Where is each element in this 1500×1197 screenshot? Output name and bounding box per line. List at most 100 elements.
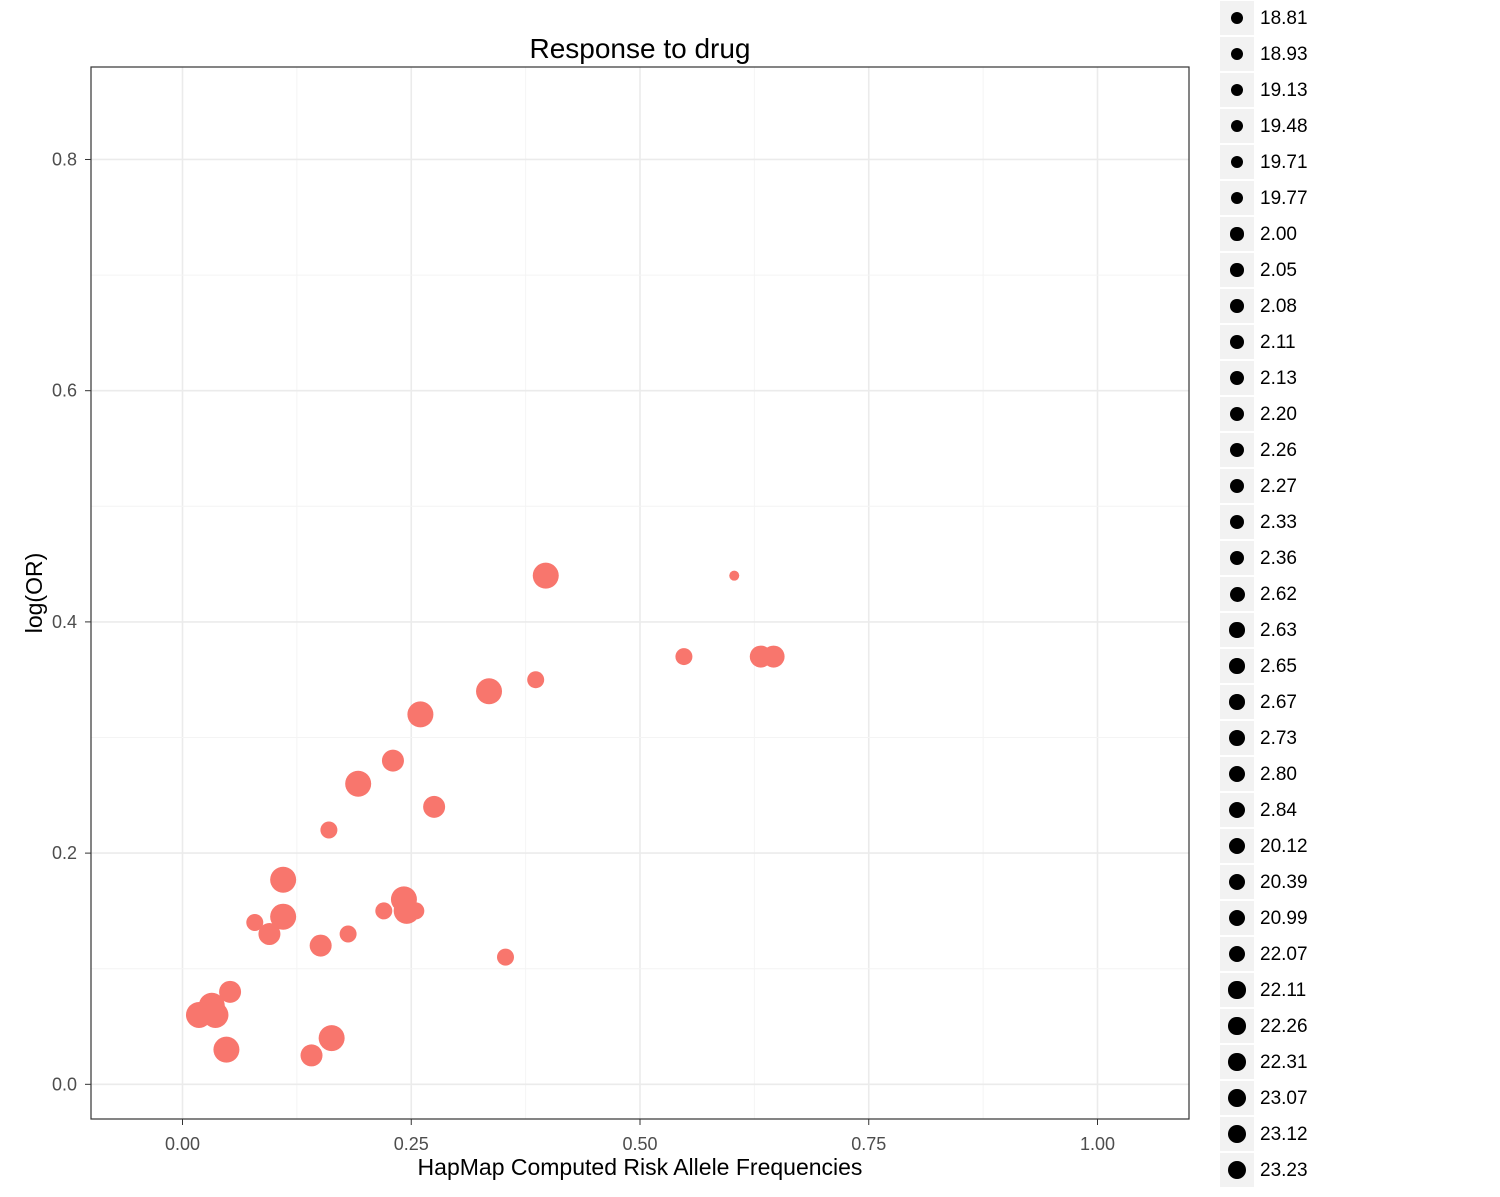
legend-item: 2.65 (1220, 648, 1360, 684)
legend-item: 19.13 (1220, 72, 1360, 108)
legend-key (1220, 721, 1254, 755)
x-tick-label: 0.00 (165, 1134, 200, 1154)
legend-dot-icon (1228, 981, 1246, 999)
legend-key (1220, 793, 1254, 827)
legend-dot-icon (1230, 227, 1244, 241)
legend-key (1220, 181, 1254, 215)
legend-dot-icon (1230, 155, 1244, 169)
legend-label: 23.07 (1260, 1088, 1308, 1109)
legend-label: 2.20 (1260, 404, 1297, 425)
legend-label: 2.65 (1260, 656, 1297, 677)
legend-label: 19.77 (1260, 188, 1308, 209)
data-point (762, 645, 785, 668)
legend-key (1220, 109, 1254, 143)
data-point (270, 903, 297, 930)
legend-item: 2.20 (1220, 396, 1360, 432)
data-point (675, 648, 693, 666)
legend-item: 2.62 (1220, 576, 1360, 612)
legend-label: 18.93 (1260, 44, 1308, 65)
legend-item: 23.12 (1220, 1116, 1360, 1152)
legend-label: 2.63 (1260, 620, 1297, 641)
legend-dot-icon (1230, 371, 1244, 385)
legend-dot-icon (1228, 801, 1246, 819)
legend-key (1220, 145, 1254, 179)
legend-dot-icon (1229, 658, 1245, 674)
legend-item: 22.31 (1220, 1044, 1360, 1080)
legend-key (1220, 757, 1254, 791)
legend-label: 19.71 (1260, 152, 1308, 173)
data-point (345, 770, 372, 797)
data-point (270, 866, 297, 893)
legend-label: 22.07 (1260, 944, 1308, 965)
legend-dot-icon (1230, 191, 1244, 205)
legend-item: 22.11 (1220, 972, 1360, 1008)
legend-label: 2.84 (1260, 800, 1297, 821)
data-point (318, 1025, 345, 1052)
data-point (219, 980, 242, 1003)
legend-item: 23.23 (1220, 1152, 1360, 1188)
legend-label: 20.39 (1260, 872, 1308, 893)
x-tick-label: 1.00 (1080, 1134, 1115, 1154)
legend-key (1220, 829, 1254, 863)
legend-key (1220, 973, 1254, 1007)
legend-key (1220, 1045, 1254, 1079)
legend-item: 2.27 (1220, 468, 1360, 504)
data-point (320, 821, 338, 839)
legend-label: 23.12 (1260, 1124, 1308, 1145)
legend-label: 20.99 (1260, 908, 1308, 929)
y-tick-label: 0.6 (52, 381, 77, 401)
data-point (527, 671, 545, 689)
legend-label: 20.12 (1260, 836, 1308, 857)
legend-key (1220, 73, 1254, 107)
legend-item: 2.08 (1220, 288, 1360, 324)
legend-key (1220, 649, 1254, 683)
legend-dot-icon (1230, 119, 1244, 133)
legend-dot-icon (1230, 335, 1244, 349)
legend-item: 2.73 (1220, 720, 1360, 756)
legend-dot-icon (1228, 873, 1246, 891)
data-point (202, 1001, 229, 1028)
legend-label: 2.33 (1260, 512, 1297, 533)
legend-dot-icon (1230, 263, 1244, 277)
data-point (258, 923, 281, 946)
legend-item: 2.67 (1220, 684, 1360, 720)
legend-item: 22.07 (1220, 936, 1360, 972)
legend-label: 2.27 (1260, 476, 1297, 497)
legend-dot-icon (1229, 514, 1245, 530)
y-tick-label: 0.4 (52, 612, 77, 632)
legend-item: 19.48 (1220, 108, 1360, 144)
legend-key (1220, 1081, 1254, 1115)
legend-label: 22.11 (1260, 980, 1307, 1001)
legend-dot-icon (1228, 1125, 1246, 1143)
data-point (496, 948, 514, 966)
legend-dot-icon (1228, 909, 1246, 927)
legend-label: 2.62 (1260, 584, 1297, 605)
data-point (213, 1036, 240, 1063)
legend-item: 18.81 (1220, 0, 1360, 36)
legend-item: 2.63 (1220, 612, 1360, 648)
legend-item: 2.80 (1220, 756, 1360, 792)
legend-dot-icon (1229, 730, 1245, 746)
legend-key (1220, 1117, 1254, 1151)
legend-dot-icon (1230, 47, 1244, 61)
legend-dot-icon (1229, 550, 1245, 566)
legend-dot-icon (1229, 766, 1245, 782)
legend-label: 2.11 (1260, 332, 1296, 353)
legend-key (1220, 1, 1254, 35)
legend-dot-icon (1231, 12, 1243, 24)
legend-key (1220, 37, 1254, 71)
legend-label: 2.73 (1260, 728, 1297, 749)
legend-dot-icon (1230, 83, 1244, 97)
legend-label: 2.36 (1260, 548, 1297, 569)
legend-key (1220, 541, 1254, 575)
legend-dot-icon (1229, 442, 1245, 458)
legend-item: 2.13 (1220, 360, 1360, 396)
legend-item: 20.12 (1220, 828, 1360, 864)
legend-key (1220, 577, 1254, 611)
legend-key (1220, 325, 1254, 359)
legend-dot-icon (1229, 622, 1245, 638)
legend-label: 18.81 (1260, 8, 1308, 29)
legend-key (1220, 865, 1254, 899)
data-point (532, 562, 559, 589)
